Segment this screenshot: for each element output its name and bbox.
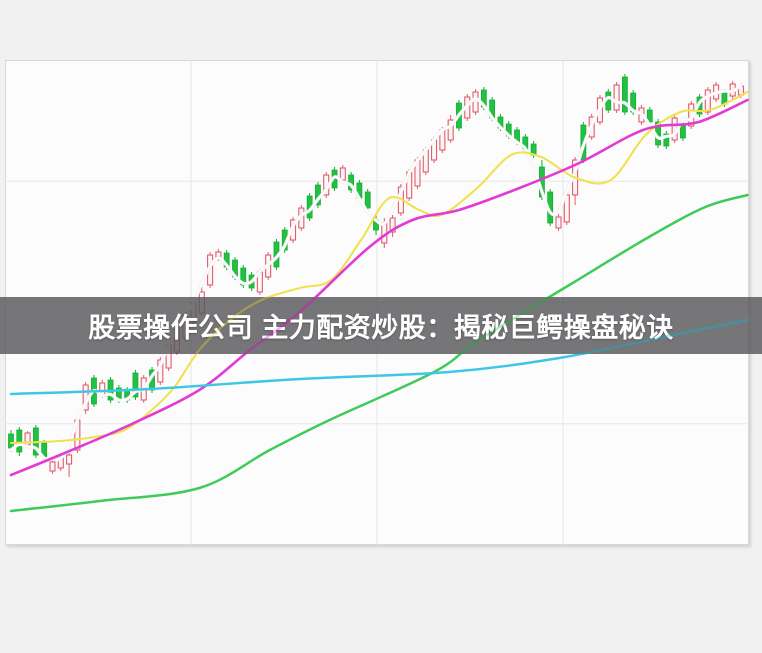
ma-line-white-halo (9, 83, 743, 462)
candle-down (132, 372, 139, 398)
banner-background (0, 297, 762, 354)
candle-up (49, 461, 56, 472)
candle-down (16, 429, 23, 453)
candle-up (704, 89, 711, 113)
headline-text: 股票操作公司 主力配资炒股：揭秘巨鳄操盘秘诀 (88, 313, 674, 343)
headline-banner: 股票操作公司 主力配资炒股：揭秘巨鳄操盘秘诀 (0, 297, 762, 354)
candle-up (555, 216, 562, 229)
ma-green-line (9, 193, 749, 513)
ma-line-white (10, 84, 742, 461)
candle-down (663, 133, 670, 147)
candle-up (339, 167, 346, 181)
candle-up (389, 217, 396, 233)
ma-magenta-line (9, 98, 749, 477)
candle-down (364, 191, 371, 209)
candle-up (447, 119, 454, 141)
candle-up (66, 454, 73, 465)
candle-down (8, 433, 14, 449)
candle-down (621, 76, 628, 113)
candle-up (613, 84, 620, 111)
candle-up (472, 91, 479, 113)
ma-yellow-line (9, 90, 749, 445)
candle-down (680, 123, 686, 139)
